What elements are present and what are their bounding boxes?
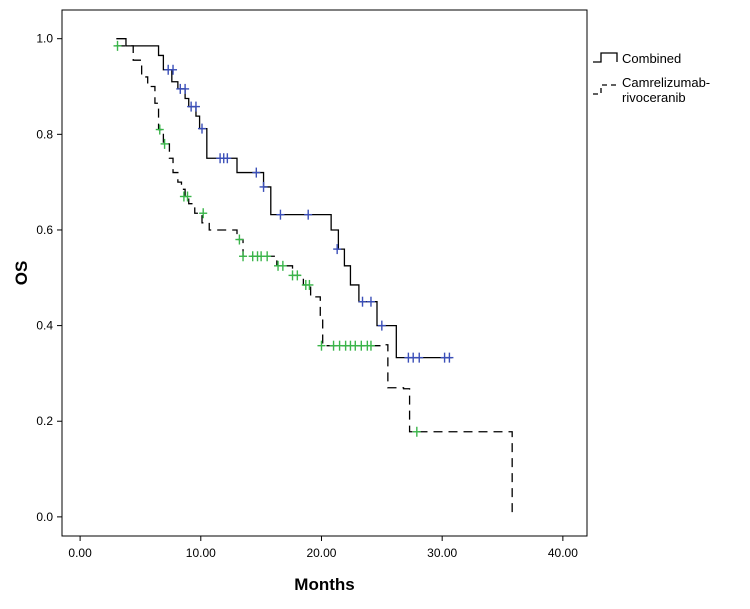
plot-frame: [61, 9, 588, 537]
series-camrelizumab-rivoceranib: [113, 40, 513, 517]
censor-mark: [235, 234, 244, 245]
x-tick-label: 10.00: [186, 546, 216, 560]
x-axis: 0.00 10.00 20.00 30.00 40.00: [68, 536, 578, 560]
censor-mark: [263, 251, 272, 262]
legend-item-combined: Combined: [593, 51, 681, 66]
censor-mark: [358, 296, 367, 307]
censor-mark: [155, 124, 164, 135]
censor-mark: [160, 138, 169, 149]
series-layer: [113, 38, 513, 517]
legend: Combined Camrelizumab-rivoceranib: [593, 51, 710, 105]
legend-item-camrelizumab-rivoceranib: Camrelizumab-rivoceranib: [593, 75, 710, 105]
x-tick-label: 30.00: [427, 546, 457, 560]
censor-mark: [199, 208, 208, 219]
censor-mark: [239, 251, 248, 262]
censor-mark: [278, 260, 287, 271]
y-tick-label: 0.6: [36, 223, 53, 237]
censor-mark: [191, 101, 200, 112]
censor-mark: [293, 270, 302, 281]
y-tick-label: 1.0: [36, 32, 53, 46]
survival-curve: [116, 38, 452, 359]
censor-mark: [377, 320, 386, 331]
censor-mark: [305, 279, 314, 290]
y-tick-label: 0.4: [36, 319, 53, 333]
censor-mark: [169, 64, 178, 75]
series-combined: [116, 38, 454, 363]
x-tick-label: 20.00: [306, 546, 336, 560]
censor-mark: [276, 209, 285, 220]
censor-mark: [366, 296, 375, 307]
x-axis-title: Months: [294, 575, 354, 594]
legend-label-line-2: rivoceranib: [622, 90, 686, 105]
censor-mark: [181, 83, 190, 94]
x-tick-label: 0.00: [68, 546, 92, 560]
legend-label-line-1: Camrelizumab-: [622, 75, 710, 90]
y-axis: 0.0 0.2 0.4 0.6 0.8 1.0: [36, 32, 62, 524]
legend-symbol-dashed: [593, 84, 617, 95]
y-tick-label: 0.2: [36, 414, 53, 428]
y-tick-label: 0.8: [36, 127, 53, 141]
censor-mark: [252, 167, 261, 178]
censor-mark: [223, 153, 232, 164]
censor-mark: [113, 40, 122, 51]
censor-mark: [304, 209, 313, 220]
y-axis-title: OS: [12, 261, 31, 286]
censor-mark: [445, 352, 454, 363]
legend-symbol-solid: [593, 52, 618, 63]
y-tick-label: 0.0: [36, 510, 53, 524]
censor-mark: [412, 426, 421, 437]
x-tick-label: 40.00: [548, 546, 578, 560]
survival-curve: [116, 45, 513, 517]
legend-label-combined: Combined: [622, 51, 681, 66]
censor-mark: [317, 340, 326, 351]
censor-mark: [366, 340, 375, 351]
censor-mark: [333, 244, 342, 255]
censor-mark: [198, 123, 206, 134]
censor-mark: [415, 352, 424, 363]
censor-mark: [183, 191, 192, 202]
censor-mark: [259, 181, 268, 192]
